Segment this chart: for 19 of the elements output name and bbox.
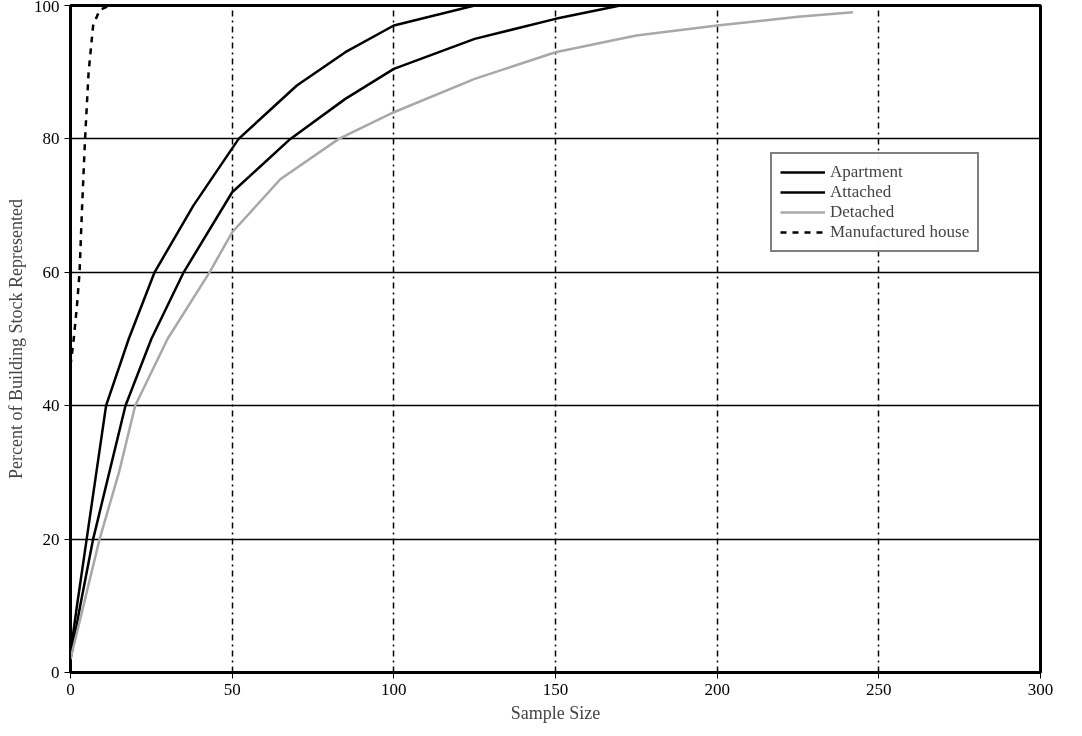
x-tick-label: 150 <box>542 679 569 699</box>
y-tick-label: 100 <box>34 0 60 16</box>
y-tick-label: 20 <box>42 529 60 549</box>
y-axis-title: Percent of Building Stock Represented <box>6 199 26 479</box>
y-tick-label: 0 <box>51 663 60 682</box>
x-tick-label: 300 <box>1027 679 1054 699</box>
legend-label: Detached <box>830 202 895 222</box>
legend-label: Apartment <box>830 162 903 182</box>
x-tick-label: 250 <box>866 679 892 699</box>
x-tick-label: 200 <box>704 679 730 699</box>
x-tick-label: 50 <box>223 679 241 699</box>
x-tick-label: 0 <box>66 679 75 699</box>
legend-label: Manufactured house <box>830 222 970 242</box>
y-tick-label: 80 <box>42 129 60 149</box>
y-tick-label: 40 <box>42 396 60 416</box>
x-tick-label: 100 <box>381 679 407 699</box>
legend-label: Attached <box>830 182 892 202</box>
x-axis-title: Sample Size <box>510 702 601 723</box>
y-tick-label: 60 <box>42 262 60 282</box>
